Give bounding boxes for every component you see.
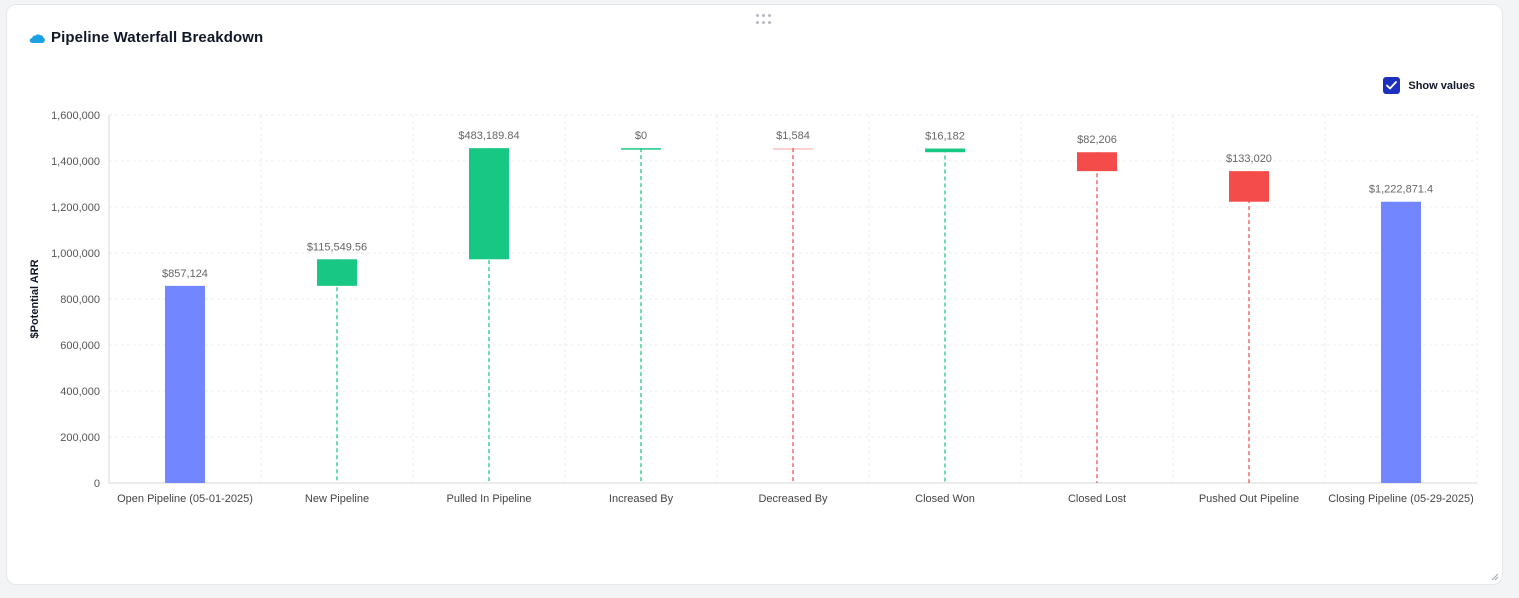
x-tick-label: Pulled In Pipeline	[446, 493, 531, 505]
show-values-label: Show values	[1408, 79, 1475, 92]
y-tick-label: 1,200,000	[51, 202, 100, 214]
y-tick-label: 0	[94, 478, 100, 490]
x-tick-label: Closing Pipeline (05-29-2025)	[1328, 493, 1474, 505]
waterfall-chart: 0 200,000 400,000 600,000 800,000 1,000,000 1,…	[29, 110, 1478, 505]
waterfall-bar	[773, 148, 813, 150]
show-values-toggle[interactable]: Show values	[1383, 77, 1475, 94]
y-tick-label: 1,400,000	[51, 156, 100, 168]
y-tick-label: 1,000,000	[51, 248, 100, 260]
data-value-label: $133,020	[1226, 153, 1272, 165]
card-header: Pipeline Waterfall Breakdown	[29, 29, 263, 46]
waterfall-bar	[1381, 201, 1421, 484]
data-value-label: $857,124	[162, 268, 208, 280]
waterfall-bar	[621, 148, 661, 150]
salesforce-cloud-icon	[29, 33, 45, 43]
waterfall-bar	[925, 148, 965, 153]
waterfall-bar	[317, 259, 357, 286]
waterfall-bar	[165, 285, 205, 483]
resize-handle-icon[interactable]	[1489, 571, 1499, 581]
x-tick-label: Closed Lost	[1068, 493, 1126, 505]
show-values-checkbox[interactable]	[1383, 77, 1401, 94]
x-tick-label: New Pipeline	[305, 493, 369, 505]
y-tick-label: 400,000	[60, 386, 100, 398]
x-tick-label: Increased By	[609, 493, 674, 505]
data-value-label: $1,222,871.4	[1369, 184, 1433, 196]
y-axis-title: $Potential ARR	[29, 259, 41, 338]
data-value-label: $0	[635, 130, 647, 142]
data-value-label: $16,182	[925, 131, 965, 143]
waterfall-bar	[1229, 171, 1269, 202]
y-tick-label: 800,000	[60, 294, 100, 306]
x-tick-label: Open Pipeline (05-01-2025)	[117, 493, 253, 505]
data-value-label: $82,206	[1077, 134, 1117, 146]
y-tick-label: 200,000	[60, 432, 100, 444]
drag-handle-icon[interactable]	[754, 14, 772, 24]
checkmark-icon	[1386, 81, 1398, 90]
card-title: Pipeline Waterfall Breakdown	[51, 29, 264, 46]
x-tick-label: Pushed Out Pipeline	[1199, 493, 1299, 505]
y-tick-label: 600,000	[60, 340, 100, 352]
waterfall-bar	[469, 148, 509, 260]
x-tick-label: Closed Won	[915, 493, 975, 505]
y-tick-label: 1,600,000	[51, 110, 100, 122]
data-value-label: $483,189.84	[458, 130, 519, 142]
data-value-label: $115,549.56	[307, 241, 367, 253]
waterfall-bar	[1077, 152, 1117, 172]
data-value-label: $1,584	[776, 130, 810, 142]
x-tick-label: Decreased By	[758, 493, 828, 505]
chart-card: Pipeline Waterfall Breakdown Show values…	[6, 4, 1503, 585]
